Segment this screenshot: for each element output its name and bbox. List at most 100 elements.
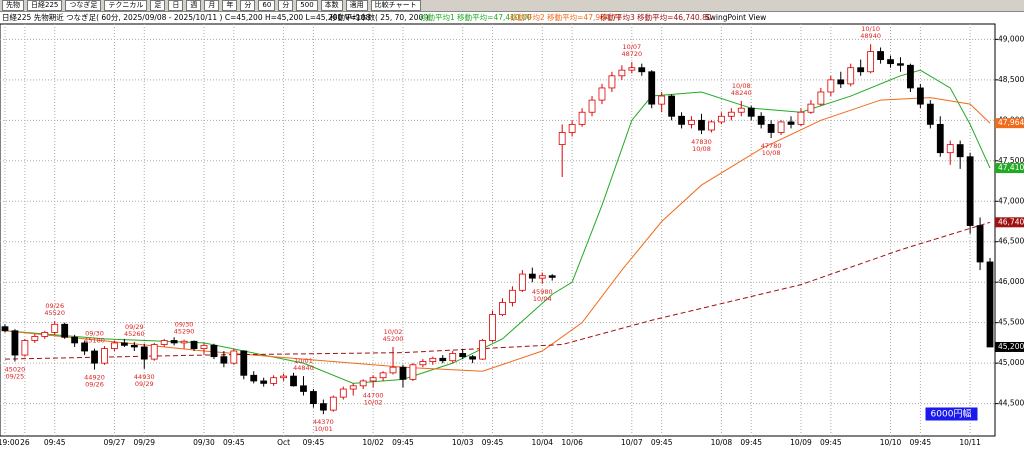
series-last-label: 47,410 <box>998 163 1024 172</box>
toolbar-item[interactable]: 先物 <box>2 0 24 11</box>
toolbar-item[interactable]: 本数 <box>320 0 343 11</box>
toolbar-item[interactable]: 比較チャート <box>370 0 421 11</box>
last-price-label-box <box>995 341 1024 352</box>
toolbar-item[interactable]: 足 <box>150 0 166 11</box>
series-last-label-box <box>995 118 1024 129</box>
candle-body <box>717 115 725 123</box>
candle-body <box>319 403 327 411</box>
candle-body <box>479 340 486 360</box>
candle-body <box>429 357 437 362</box>
candle-body <box>419 361 427 366</box>
candle-body <box>120 342 128 346</box>
candle-body <box>817 91 825 105</box>
candle-body <box>956 144 964 158</box>
candle-body <box>150 344 158 360</box>
toolbar-item[interactable]: 日経225 <box>27 0 63 11</box>
candle-body <box>628 67 636 71</box>
chart: 日経225 先物期近 つなぎ足( 60分, 2025/09/08 - 2025/… <box>0 12 1024 447</box>
candle-body <box>160 340 168 345</box>
annotation-date: 10/08 <box>692 145 711 153</box>
x-tick-label: 10/10 <box>880 438 902 447</box>
y-tick-label: 49,000 <box>998 34 1024 43</box>
candle-body <box>329 396 337 411</box>
y-tick-label: 44,500 <box>998 399 1024 408</box>
candle-body <box>41 331 49 337</box>
annotation-date: 09/26 <box>85 381 104 389</box>
x-tick-label: 10/07 <box>621 438 643 447</box>
candle-body <box>648 71 656 105</box>
candle-body <box>737 107 745 113</box>
toolbar-item[interactable]: 分 <box>240 0 256 11</box>
candle-body <box>558 132 566 146</box>
candle-body <box>1 326 9 332</box>
toolbar-item[interactable]: 60 <box>258 0 276 11</box>
toolbar-item[interactable]: 月 <box>204 0 220 11</box>
annotation-price: 45020 <box>5 366 26 374</box>
series-last-label: 46,740 <box>998 217 1024 226</box>
candle-body <box>220 356 228 364</box>
candle-body <box>81 342 88 352</box>
candle-body <box>698 119 705 131</box>
annotation-price: 45980 <box>532 288 553 296</box>
last-price-label: 45,200 <box>998 342 1024 351</box>
x-tick-label: 09:45 <box>651 438 673 447</box>
toolbar-item[interactable]: 週 <box>186 0 202 11</box>
toolbar-item[interactable]: 適用 <box>345 0 368 11</box>
annotation-price: 44920 <box>84 374 105 382</box>
annotation-date: 10/08 <box>762 149 781 157</box>
annotation-date: 10/02 <box>364 398 383 406</box>
toolbar-item[interactable]: 500 <box>296 0 318 11</box>
candle-body <box>459 353 467 358</box>
candle-body <box>469 356 477 360</box>
candle-body <box>777 121 785 133</box>
annotation-date: 10/01 <box>314 425 333 433</box>
y-tick-label: 47,500 <box>998 156 1024 165</box>
candle-body <box>757 115 765 125</box>
candle-body <box>847 67 855 85</box>
toolbar-item[interactable]: テクニカル <box>104 0 148 11</box>
candle-body <box>926 103 934 125</box>
x-tick-label: 09:45 <box>910 438 932 447</box>
candle-body <box>509 289 516 303</box>
candle-body <box>270 377 278 384</box>
annotation-date: 10/01 <box>294 357 313 365</box>
annotation-date: 09/30 <box>175 321 194 329</box>
y-tick-label: 46,500 <box>998 237 1024 246</box>
candle-body <box>499 302 506 315</box>
candle-body <box>240 350 248 376</box>
candle-body <box>11 330 19 356</box>
candle-body <box>538 275 546 279</box>
candle-body <box>668 95 676 117</box>
candle-body <box>528 273 536 279</box>
candle-body <box>966 156 974 226</box>
legend-entry: 移動平均3 移動平均=46,740.80 <box>600 12 712 22</box>
toolbar-item[interactable]: 日 <box>168 0 184 11</box>
candle-body <box>907 64 914 89</box>
candle-body <box>200 344 208 349</box>
moving-average-line <box>4 97 991 372</box>
toolbar-item[interactable]: 分 <box>278 0 294 11</box>
candle-body <box>807 103 815 113</box>
candle-body <box>548 275 556 278</box>
annotation-price: 44370 <box>313 418 334 426</box>
candle-body <box>111 342 118 349</box>
candle-body <box>767 123 775 133</box>
candle-body <box>986 261 994 348</box>
x-tick-label: 09:45 <box>820 438 842 447</box>
candle-body <box>21 340 29 356</box>
annotation-date: 10/10 <box>861 25 880 33</box>
toolbar-item[interactable]: つなぎ足 <box>65 0 102 11</box>
candle-body <box>339 388 347 398</box>
candle-body <box>887 59 894 65</box>
candle-body <box>598 87 606 101</box>
x-tick-label: 09/29 <box>133 438 155 447</box>
candle-body <box>797 111 805 125</box>
candle-body <box>688 119 695 125</box>
candle-body <box>280 375 287 379</box>
candle-body <box>916 87 924 105</box>
candle-body <box>867 51 875 73</box>
x-tick-label: 10/04 <box>531 438 553 447</box>
candle-body <box>638 67 646 73</box>
toolbar-item[interactable]: 年 <box>222 0 238 11</box>
y-tick-label: 45,000 <box>998 358 1024 367</box>
